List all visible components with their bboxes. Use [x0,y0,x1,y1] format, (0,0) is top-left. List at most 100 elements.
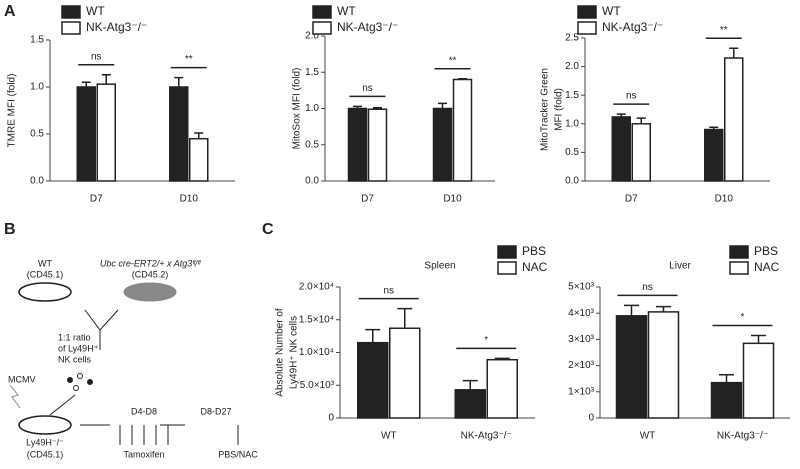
error-bar [656,305,671,312]
cell [73,385,79,391]
y-tick-label: 0.0 [565,176,579,187]
bar [347,107,368,182]
legend-swatch [61,21,81,35]
bar [389,327,421,419]
y-tick-label: 4×10³ [568,308,595,319]
bar [486,358,518,419]
diagram-text: NK cells [58,354,92,364]
error-bar [438,102,447,109]
bar [169,86,189,182]
legend-label: NAC [754,260,780,274]
y-tick-label: 0.5 [305,139,319,150]
legend-label: NK-Atg3⁻/⁻ [86,20,147,34]
error-bar [636,117,646,124]
diagram-text: (CD45.1) [27,269,64,279]
y-axis-label: TMRE MFI (fold) [7,74,18,148]
x-tick-label: WT [381,431,397,442]
diagram-text: Ly49H⁻/⁻ [26,437,64,447]
error-bar [101,74,111,85]
legend-label: NK-Atg3⁻/⁻ [602,20,663,34]
bar [357,341,389,419]
x-tick-label: D10 [715,194,734,205]
significance-label: * [484,335,488,346]
diagram-text: PBS/NAC [218,449,258,459]
legend-swatch [577,5,597,19]
y-tick-label: 2.0×10⁴ [299,282,334,293]
bar [367,108,388,182]
error-bar [616,113,626,117]
y-tick-label: 5×10³ [568,282,595,293]
legend-label: NAC [522,260,548,274]
significance-label: * [741,312,745,323]
diagram-text: D4-D8 [131,406,157,416]
y-tick-label: 2.5 [565,33,579,44]
error-bar [174,76,184,87]
error-bar [624,304,639,316]
error-bar [709,126,719,130]
x-tick-label: D7 [361,194,374,205]
panel-label: B [4,221,16,238]
panel-label: A [4,3,16,20]
panel-label: C [262,221,274,238]
bar [724,57,744,182]
error-bar [719,374,734,383]
significance-label: ** [720,25,728,36]
y-tick-label: 0.5 [30,129,44,140]
legend-swatch [497,245,517,259]
y-tick-label: 1.0 [305,103,319,114]
legend-swatch [61,5,81,19]
arrow [80,424,239,445]
error-bar [462,379,478,390]
y-axis-label: MitoTracker Green [540,68,551,151]
bar [189,137,209,182]
error-bar [194,132,204,139]
significance-label: ** [449,55,457,66]
bar [96,83,116,182]
y-tick-label: 0.5 [565,147,579,158]
legend-label: PBS [754,244,778,258]
error-bar [365,328,381,343]
bar [704,128,724,182]
y-tick-label: 1×10³ [568,386,595,397]
diagram-text: of Ly49H⁺ [58,343,99,353]
y-tick-label: 1.0 [30,82,44,93]
y-tick-label: 1.0 [565,118,579,129]
diagram-text: (CD45.1) [27,449,64,459]
mouse [18,282,72,302]
y-tick-label: 0 [588,413,594,424]
diagram-text: D8-D27 [200,406,231,416]
legend-label: WT [337,4,356,18]
y-tick-label: 0.0 [30,176,44,187]
bar [710,381,743,419]
legend-label: NK-Atg3⁻/⁻ [337,20,398,34]
significance-label: ns [383,285,394,296]
error-bar [494,357,510,360]
y-tick-label: 0 [328,413,334,424]
y-axis-label: Ly49H⁺ NK cells [289,316,300,389]
cell [77,373,83,379]
legend-label: PBS [522,244,546,258]
y-axis-label: MFI (fold) [554,88,565,131]
y-tick-label: 3×10³ [568,334,595,345]
significance-label: ** [185,54,193,65]
bar [742,342,775,419]
x-tick-label: D7 [625,194,638,205]
legend-label: WT [86,4,105,18]
diagram-text: Tamoxifen [123,449,164,459]
significance-label: ns [642,282,653,293]
legend-swatch [312,21,332,35]
y-tick-label: 2.0 [565,61,579,72]
y-tick-label: 2×10³ [568,360,595,371]
bar [432,107,453,182]
bar [611,116,631,182]
error-bar [373,107,382,110]
bar [452,78,473,182]
error-bar [397,307,413,329]
y-axis-label: MitoSox MFI (fold) [292,68,303,150]
virus-icon [9,384,21,409]
arrow [49,394,76,416]
y-tick-label: 1.5 [565,90,579,101]
diagram-text: MCMV [8,374,36,384]
y-tick-label: 5.0×10³ [300,380,335,391]
